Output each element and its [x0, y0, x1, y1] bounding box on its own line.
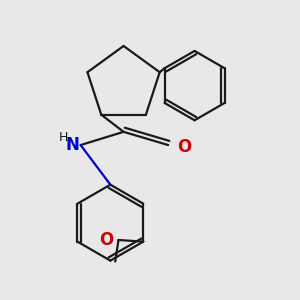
Text: N: N: [65, 136, 79, 154]
Text: O: O: [177, 138, 192, 156]
Text: O: O: [99, 231, 113, 249]
Text: H: H: [59, 131, 68, 144]
